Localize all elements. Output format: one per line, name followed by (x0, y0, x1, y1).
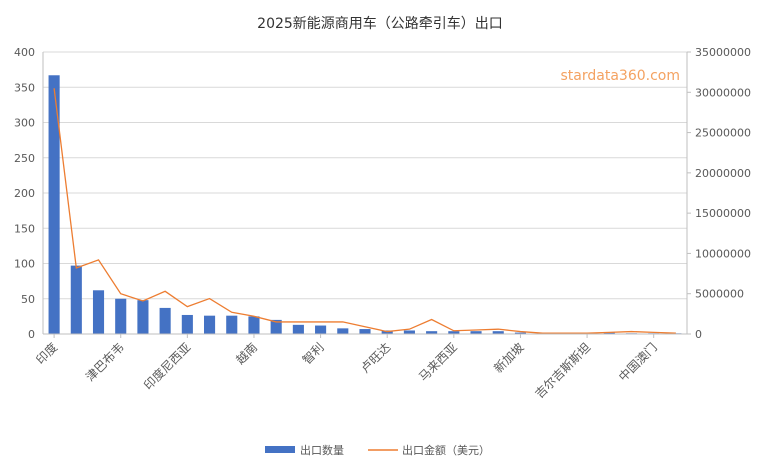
legend-bar-swatch (265, 446, 295, 453)
y-right-tick-label: 15000000 (695, 207, 751, 220)
bar-quantity (492, 331, 504, 334)
x-tick-label: 新加坡 (490, 340, 526, 376)
y-left-tick-label: 200 (14, 187, 35, 200)
bar-quantity (48, 75, 60, 334)
x-tick-label: 印度尼西亚 (140, 340, 193, 393)
legend-label-quantity: 出口数量 (300, 443, 344, 457)
y-right-tick-label: 25000000 (695, 127, 751, 140)
y-left-tick-label: 250 (14, 152, 35, 165)
y-right-tick-label: 20000000 (695, 167, 751, 180)
x-tick-label: 卢旺达 (357, 340, 393, 376)
line-amount (53, 88, 676, 334)
legend: 出口数量 出口金额（美元） (265, 443, 490, 457)
bar-quantity (514, 332, 526, 334)
x-tick-label: 越南 (232, 340, 260, 368)
bar-quantity (381, 330, 393, 334)
x-tick-label: 印度 (33, 340, 61, 368)
y-right-tick-label: 35000000 (695, 46, 751, 59)
legend-label-amount: 出口金额（美元） (402, 443, 490, 457)
y-right-tick-label: 5000000 (695, 288, 744, 301)
watermark: stardata360.com (561, 68, 680, 84)
y-left-tick-label: 100 (14, 258, 35, 271)
x-tick-label: 中国澳门 (615, 340, 660, 385)
bar-quantity (359, 329, 371, 334)
bar-quantity (270, 319, 282, 334)
bar-quantity (403, 330, 415, 334)
bar-quantity (448, 331, 460, 334)
bar-quantity (470, 331, 482, 334)
y-left-tick-label: 300 (14, 117, 35, 130)
x-tick-label: 智利 (299, 340, 327, 368)
bar-quantity (115, 298, 127, 334)
y-left-tick-label: 50 (21, 293, 35, 306)
bar-quantity (315, 325, 327, 334)
bar-quantity (137, 300, 149, 334)
y-right-tick-label: 30000000 (695, 86, 751, 99)
bar-quantity (603, 332, 615, 334)
bar-quantity (92, 290, 105, 334)
bar-quantity (204, 315, 216, 334)
bar-quantity (159, 307, 171, 334)
bar-quantity (337, 328, 349, 334)
x-tick-label: 马来西亚 (416, 340, 460, 384)
bar-quantity (226, 315, 238, 334)
bar-quantity (70, 265, 82, 334)
bar-quantity (426, 331, 438, 334)
bar-quantity (181, 314, 193, 334)
chart-title: 2025新能源商用车（公路牵引车）出口 (257, 15, 503, 32)
x-tick-label: 津巴布韦 (83, 340, 127, 384)
y-right-tick-label: 10000000 (695, 247, 751, 260)
bar-quantity (248, 316, 260, 334)
y-left-tick-label: 150 (14, 222, 35, 235)
y-right-tick-label: 0 (695, 328, 702, 341)
x-tick-label: 吉尔吉斯斯坦 (532, 340, 594, 402)
y-left-tick-label: 400 (14, 46, 35, 59)
bar-quantity (292, 324, 304, 334)
y-left-tick-label: 0 (28, 328, 35, 341)
y-left-tick-label: 350 (14, 81, 35, 94)
